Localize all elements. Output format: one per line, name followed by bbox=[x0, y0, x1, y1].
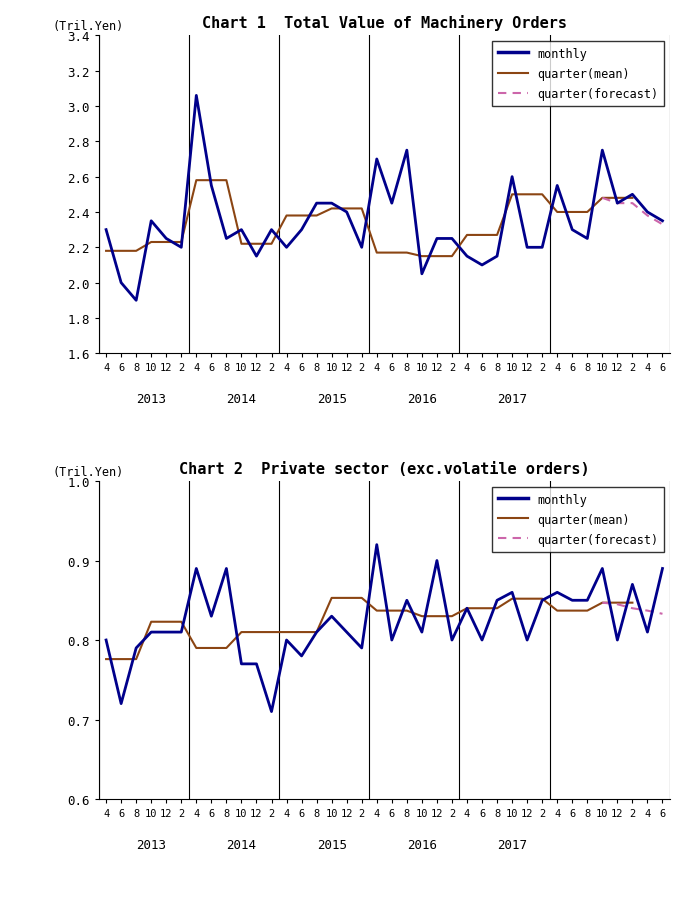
Text: 2015: 2015 bbox=[316, 838, 347, 851]
Title: Chart 2  Private sector (exc.volatile orders): Chart 2 Private sector (exc.volatile ord… bbox=[179, 461, 590, 476]
Text: 2014: 2014 bbox=[227, 392, 256, 406]
Legend: monthly, quarter(mean), quarter(forecast): monthly, quarter(mean), quarter(forecast… bbox=[493, 487, 664, 552]
Text: (Tril.Yen): (Tril.Yen) bbox=[53, 465, 124, 478]
Text: (Tril.Yen): (Tril.Yen) bbox=[53, 20, 124, 33]
Text: 2013: 2013 bbox=[136, 838, 166, 851]
Text: 2013: 2013 bbox=[136, 392, 166, 406]
Text: 2015: 2015 bbox=[316, 392, 347, 406]
Title: Chart 1  Total Value of Machinery Orders: Chart 1 Total Value of Machinery Orders bbox=[202, 15, 566, 31]
Text: 2017: 2017 bbox=[497, 838, 527, 851]
Text: 2016: 2016 bbox=[407, 392, 437, 406]
Legend: monthly, quarter(mean), quarter(forecast): monthly, quarter(mean), quarter(forecast… bbox=[493, 42, 664, 107]
Text: 2016: 2016 bbox=[407, 838, 437, 851]
Text: 2017: 2017 bbox=[497, 392, 527, 406]
Text: 2014: 2014 bbox=[227, 838, 256, 851]
